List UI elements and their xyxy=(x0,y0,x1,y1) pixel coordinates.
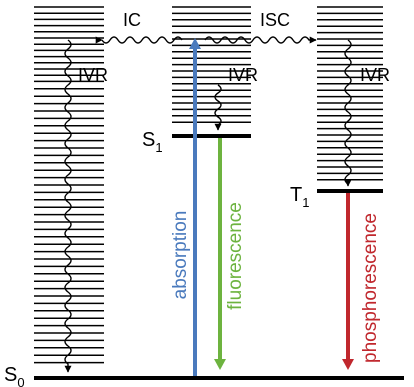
fluorescence-label: fluorescence xyxy=(225,202,246,310)
ivr-left-label: IVR xyxy=(78,65,108,85)
s1-vibrational-levels xyxy=(172,6,251,123)
s0-label: S0 xyxy=(4,364,25,387)
fluorescence-arrow-head xyxy=(214,359,226,370)
ic-label: IC xyxy=(123,10,141,30)
radiative-transitions xyxy=(189,38,354,376)
isc-label: ISC xyxy=(260,10,290,30)
isc-arrow xyxy=(204,36,317,44)
t1-label: T1 xyxy=(290,184,309,210)
s1-label: S1 xyxy=(142,129,163,155)
absorption-arrow-head xyxy=(189,38,201,49)
ivr-left-arrow xyxy=(64,39,72,373)
ivr-right-label: IVR xyxy=(360,65,390,85)
t1-vibrational-levels xyxy=(317,6,383,181)
nonradiative-transitions xyxy=(64,36,352,373)
s0-vibrational-levels xyxy=(34,6,104,364)
phosphorescence-arrow-head xyxy=(342,359,354,370)
ic-arrow xyxy=(101,36,183,48)
ivr-right-arrow xyxy=(344,39,352,187)
ivr-middle-arrow xyxy=(214,84,222,131)
ivr-middle-label: IVR xyxy=(228,65,258,85)
absorption-label: absorption xyxy=(170,211,191,300)
phosphorescence-label: phosphorescence xyxy=(360,213,381,363)
